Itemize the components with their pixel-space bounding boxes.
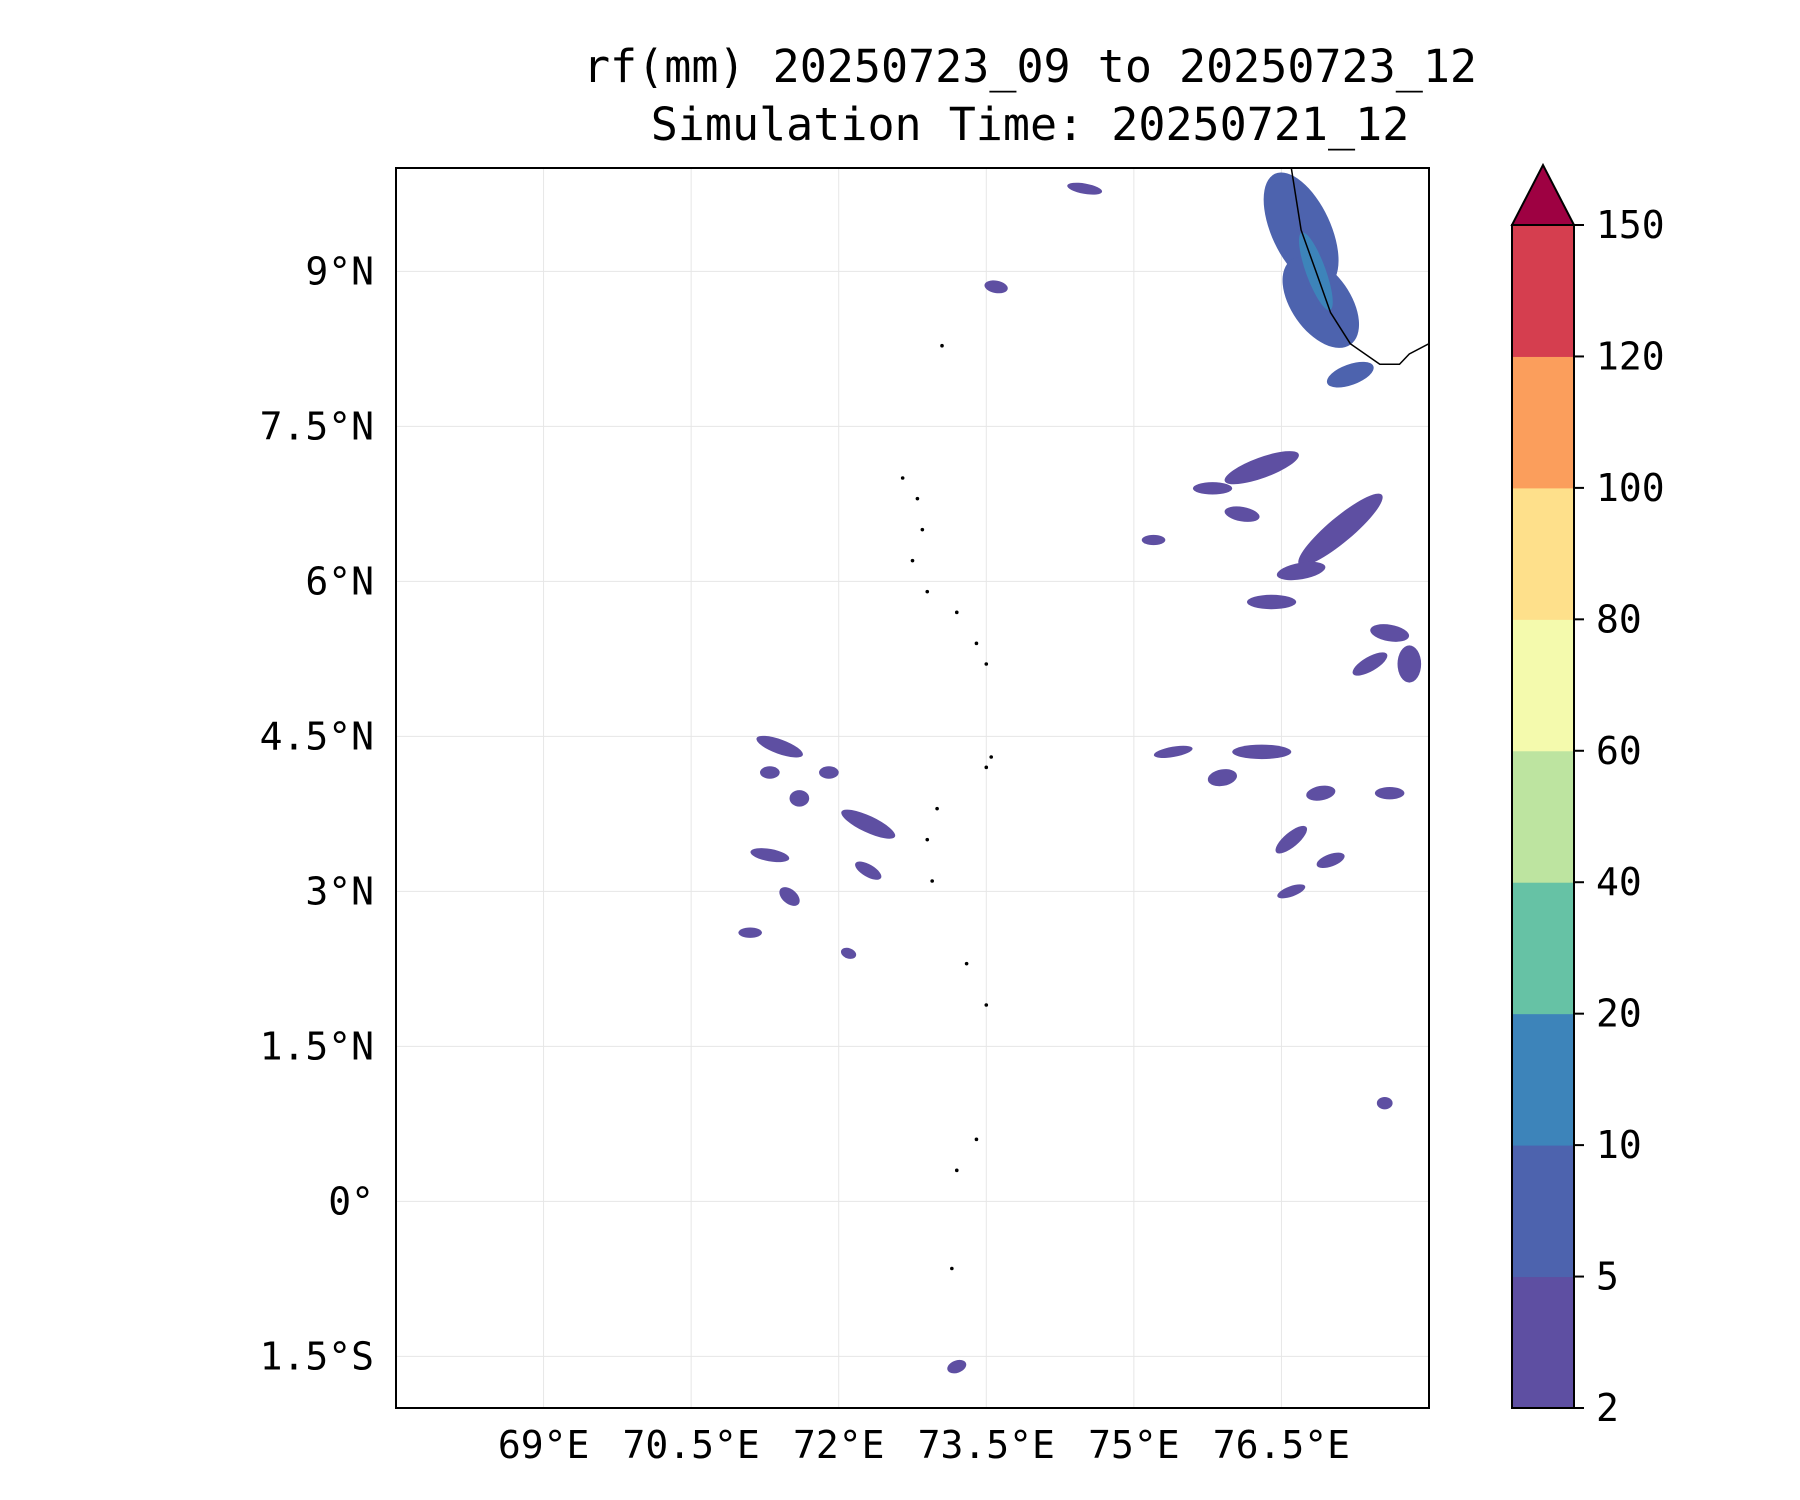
- rainfall-contours: [738, 172, 1422, 1374]
- rain-patch: [1352, 652, 1388, 676]
- rain-patch: [1306, 785, 1336, 801]
- rain-patch: [1316, 852, 1345, 869]
- colorbar-label: 100: [1596, 466, 1665, 510]
- rain-patch: [1370, 624, 1410, 642]
- island-dot: [925, 837, 930, 842]
- map-subtitle: Simulation Time: 20250721_12: [651, 98, 1410, 151]
- colorbar-segment: [1512, 487, 1574, 620]
- colorbar-extend-arrow: [1510, 162, 1576, 226]
- rain-patch: [1275, 825, 1308, 854]
- rain-patch: [738, 927, 762, 938]
- colorbar-label: 5: [1596, 1255, 1619, 1299]
- longitude-ticks: 69°E 70.5°E 72°E 73.5°E 75°E 76.5°E: [498, 1423, 1350, 1467]
- rain-patch: [1376, 1096, 1393, 1110]
- rain-patch: [1246, 594, 1297, 610]
- colorbar-label: 120: [1596, 334, 1665, 378]
- rain-patch: [779, 887, 800, 906]
- colorbar-frame: [1511, 224, 1575, 1409]
- colorbar-segment: [1512, 882, 1574, 1015]
- rain-patch: [1153, 745, 1193, 758]
- y-tick-label: 6°N: [305, 559, 374, 603]
- colorbar-segment: [1512, 356, 1574, 489]
- y-tick-label: 3°N: [305, 869, 374, 913]
- colorbar-label: 80: [1596, 597, 1642, 641]
- rain-patch: [841, 809, 896, 839]
- y-tick-label: 7.5°N: [260, 404, 374, 448]
- rain-patch: [760, 766, 780, 779]
- x-tick-label: 76.5°E: [1213, 1423, 1350, 1467]
- rain-patch: [1067, 182, 1103, 195]
- rain-patch: [1277, 884, 1306, 899]
- y-tick-label: 1.5°N: [260, 1024, 374, 1068]
- map-frame: [395, 167, 1430, 1409]
- island-dot: [984, 662, 989, 666]
- colorbar: 2 5 10 20 40 60 80 100 120 150: [1510, 162, 1665, 1430]
- y-tick-label: 1.5°S: [260, 1334, 374, 1378]
- rain-patch: [1276, 561, 1326, 581]
- colorbar-segment: [1512, 619, 1574, 752]
- rain-patch: [1374, 786, 1405, 800]
- island-dot: [925, 589, 930, 594]
- colorbar-label: 10: [1596, 1123, 1642, 1167]
- rain-patch: [819, 766, 839, 779]
- rain-patch: [840, 947, 857, 959]
- island-dot: [940, 343, 944, 348]
- rain-patch: [1141, 534, 1166, 546]
- island-dot: [915, 496, 920, 501]
- colorbar-segment: [1512, 1013, 1574, 1146]
- rain-patch: [750, 848, 790, 863]
- y-tick-label: 9°N: [305, 249, 374, 293]
- colorbar-segment: [1512, 225, 1574, 357]
- colorbar-segment: [1512, 1276, 1574, 1409]
- colorbar-label: 60: [1596, 729, 1642, 773]
- island-dot: [989, 755, 994, 759]
- colorbar-label: 20: [1596, 992, 1642, 1036]
- rain-patch: [947, 1359, 967, 1374]
- rain-patch: [1224, 506, 1260, 522]
- island-dot: [984, 1003, 989, 1007]
- island-dot: [920, 527, 925, 532]
- x-tick-label: 72°E: [793, 1423, 885, 1467]
- island-dot: [964, 961, 969, 966]
- rain-patch: [1232, 744, 1292, 760]
- island-dot: [900, 476, 905, 480]
- colorbar-segment: [1512, 1145, 1574, 1278]
- island-dot: [974, 641, 979, 646]
- coastline: [1290, 168, 1429, 366]
- rain-patch: [984, 280, 1008, 294]
- island-dot: [984, 765, 989, 770]
- island-dot: [954, 1168, 959, 1173]
- x-tick-label: 75°E: [1088, 1423, 1180, 1467]
- island-dot: [930, 879, 934, 883]
- x-tick-label: 73.5°E: [918, 1423, 1055, 1467]
- rain-patch: [789, 790, 810, 807]
- island-dot: [935, 806, 939, 811]
- rain-patch: [1397, 645, 1422, 683]
- x-tick-label: 69°E: [498, 1423, 590, 1467]
- coastlines: [900, 168, 1429, 1271]
- colorbar-label: 2: [1596, 1386, 1619, 1430]
- colorbar-label: 150: [1596, 203, 1665, 247]
- x-tick-label: 70.5°E: [623, 1423, 760, 1467]
- rain-patch: [1207, 769, 1238, 787]
- rain-patch: [1224, 451, 1299, 485]
- island-dot: [950, 1266, 954, 1271]
- y-tick-label: 4.5°N: [260, 714, 374, 758]
- rain-patch: [756, 735, 803, 758]
- rain-patch: [1298, 493, 1383, 566]
- map-title: rf(mm) 20250723_09 to 20250723_12: [583, 40, 1477, 93]
- latitude-ticks: 9°N 7.5°N 6°N 4.5°N 3°N 1.5°N 0° 1.5°S: [260, 249, 374, 1378]
- island-dot: [910, 558, 915, 563]
- colorbar-segment: [1512, 750, 1574, 883]
- y-tick-label: 0°: [328, 1179, 374, 1223]
- island-dot: [954, 610, 959, 615]
- map-gridlines: [396, 168, 1429, 1408]
- colorbar-label: 40: [1596, 860, 1642, 904]
- rain-patch: [1326, 361, 1374, 388]
- rain-patch: [1192, 482, 1233, 495]
- rain-patch: [855, 861, 882, 880]
- island-dot: [974, 1137, 979, 1142]
